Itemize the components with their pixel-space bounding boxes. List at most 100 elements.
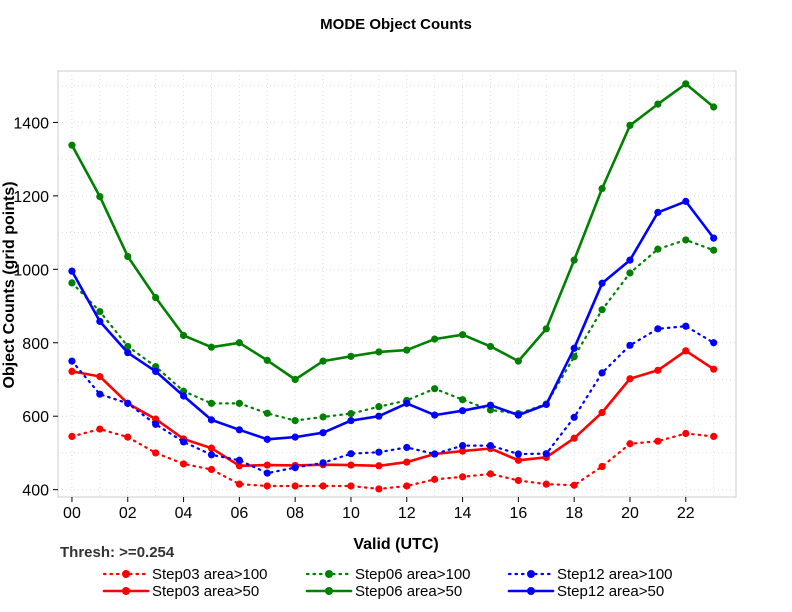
x-tick-label: 20 <box>621 505 639 522</box>
data-point <box>403 399 411 407</box>
data-point <box>682 236 690 244</box>
data-point <box>96 307 104 316</box>
legend-marker <box>527 587 535 595</box>
data-point <box>626 256 634 264</box>
data-point <box>654 366 662 374</box>
data-point <box>235 399 243 407</box>
data-point <box>514 476 522 485</box>
data-point <box>542 325 550 333</box>
data-point <box>263 356 271 364</box>
legend-item-step03-area-100: Step03 area>100 <box>102 566 268 583</box>
legend-marker <box>122 587 130 595</box>
data-point <box>570 353 578 361</box>
series-step03-area-50 <box>68 347 718 470</box>
grid <box>58 71 736 497</box>
data-point <box>96 425 104 433</box>
data-point <box>347 482 355 490</box>
data-point <box>431 411 439 419</box>
chart-title: MODE Object Counts <box>320 16 472 33</box>
series-step06-area-100 <box>68 236 718 425</box>
x-tick-label: 00 <box>63 505 81 522</box>
data-point <box>403 482 411 490</box>
data-point <box>263 469 271 477</box>
data-point <box>710 365 718 373</box>
data-point <box>263 435 271 443</box>
data-point <box>458 396 467 404</box>
legend-label: Step12 area>100 <box>557 566 673 583</box>
data-point <box>514 411 522 419</box>
data-point <box>626 269 634 277</box>
data-point <box>710 246 718 254</box>
data-point <box>263 461 271 469</box>
data-point <box>347 352 355 360</box>
series-step06-area-50 <box>68 80 718 384</box>
data-point <box>570 344 578 352</box>
series-line <box>70 238 715 422</box>
data-point <box>626 375 634 383</box>
data-point <box>152 420 160 428</box>
legend-marker <box>122 570 130 578</box>
data-point <box>207 416 216 424</box>
y-tick-label: 800 <box>22 336 49 353</box>
data-point <box>431 475 439 483</box>
data-point <box>179 460 188 468</box>
data-point <box>514 456 522 464</box>
data-point <box>96 390 104 398</box>
data-point <box>263 409 271 417</box>
x-tick-label: 14 <box>454 505 472 522</box>
series-line <box>70 200 716 441</box>
data-point <box>291 375 299 384</box>
data-point <box>710 103 718 111</box>
data-point <box>514 357 522 365</box>
y-tick-label: 1400 <box>13 115 49 132</box>
data-point <box>598 306 606 314</box>
data-point <box>654 325 662 333</box>
x-tick-label: 18 <box>565 505 583 522</box>
data-point <box>375 403 383 411</box>
data-point <box>486 470 495 478</box>
data-point <box>431 450 439 458</box>
legend-item-step06-area-50: Step06 area>50 <box>305 583 462 600</box>
data-point <box>654 100 662 108</box>
data-point <box>319 459 327 467</box>
data-point <box>152 415 160 423</box>
data-point <box>486 342 495 351</box>
data-point <box>598 184 606 193</box>
data-point <box>96 317 104 326</box>
data-point <box>486 441 495 450</box>
data-point <box>542 450 550 458</box>
plot-area: 00 02 04 06 08 10 12 14 16 18 20 22 400 600 800 1000 120… <box>13 70 737 522</box>
series-line <box>70 428 715 490</box>
data-point <box>626 440 634 448</box>
x-tick-label: 08 <box>286 505 304 522</box>
data-point <box>598 279 606 287</box>
legend-marker <box>325 570 333 578</box>
legend-item-step12-area-100: Step12 area>100 <box>507 566 673 583</box>
series-step12-area-50 <box>68 197 718 443</box>
y-tick-label: 1200 <box>13 189 49 206</box>
x-tick-label: 10 <box>342 505 360 522</box>
data-point <box>235 480 243 488</box>
x-tick-label: 02 <box>119 505 137 522</box>
data-point <box>375 412 383 420</box>
data-point <box>124 399 132 407</box>
x-tick-label: 12 <box>398 505 416 522</box>
legend-item-step12-area-50: Step12 area>50 <box>507 583 664 600</box>
threshold-label: Thresh: >=0.254 <box>60 544 175 561</box>
data-point <box>68 141 76 149</box>
axes: 00 02 04 06 08 10 12 14 16 18 20 22 400 600 800 1000 120… <box>13 115 694 522</box>
data-point <box>626 341 634 349</box>
data-point <box>654 437 662 445</box>
data-point <box>375 485 383 493</box>
data-point <box>235 462 243 470</box>
data-point <box>570 481 578 489</box>
data-point <box>403 443 411 452</box>
data-point <box>68 279 76 287</box>
data-point <box>68 357 76 365</box>
data-point <box>710 234 718 242</box>
data-point <box>291 433 299 441</box>
data-point <box>458 447 467 455</box>
legend-item-step06-area-100: Step06 area>100 <box>305 566 471 583</box>
data-point <box>291 482 299 490</box>
data-point <box>458 441 467 450</box>
